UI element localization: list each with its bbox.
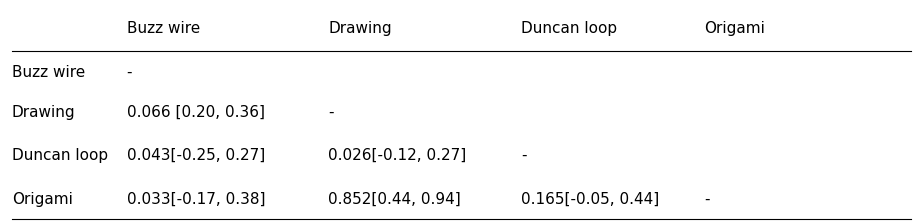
- Text: 0.852[0.44, 0.94]: 0.852[0.44, 0.94]: [329, 192, 462, 207]
- Text: Buzz wire: Buzz wire: [126, 22, 200, 37]
- Text: Duncan loop: Duncan loop: [521, 22, 617, 37]
- Text: Origami: Origami: [704, 22, 765, 37]
- Text: -: -: [329, 105, 334, 119]
- Text: Drawing: Drawing: [329, 22, 392, 37]
- Text: Origami: Origami: [12, 192, 73, 207]
- Text: Drawing: Drawing: [12, 105, 76, 119]
- Text: 0.165[-0.05, 0.44]: 0.165[-0.05, 0.44]: [521, 192, 659, 207]
- Text: 0.033[-0.17, 0.38]: 0.033[-0.17, 0.38]: [126, 192, 265, 207]
- Text: -: -: [704, 192, 710, 207]
- Text: 0.066 [0.20, 0.36]: 0.066 [0.20, 0.36]: [126, 105, 265, 119]
- Text: -: -: [126, 65, 132, 80]
- Text: 0.026[-0.12, 0.27]: 0.026[-0.12, 0.27]: [329, 148, 467, 163]
- Text: -: -: [521, 148, 527, 163]
- Text: 0.043[-0.25, 0.27]: 0.043[-0.25, 0.27]: [126, 148, 265, 163]
- Text: Buzz wire: Buzz wire: [12, 65, 85, 80]
- Text: Duncan loop: Duncan loop: [12, 148, 108, 163]
